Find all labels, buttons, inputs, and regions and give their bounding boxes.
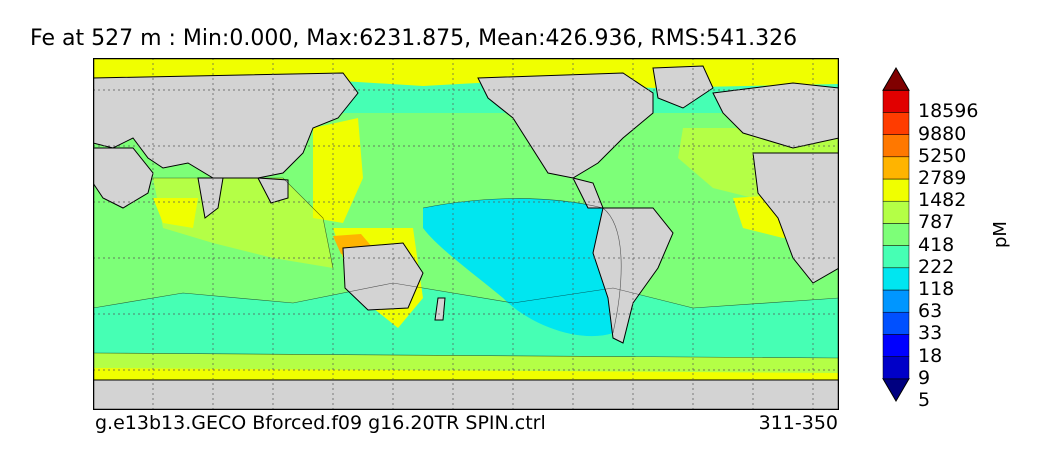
colorbar-unit-label: pM: [990, 221, 1011, 248]
colorbar-segment: [882, 356, 910, 380]
colorbar-tick-label: 787: [918, 211, 955, 234]
colorbar-tick-label: 18: [918, 344, 943, 367]
colorbar-tick-label: 2789: [918, 167, 967, 189]
colorbar-tick-label: 118: [918, 278, 955, 300]
ocean-map: [93, 58, 839, 410]
land-southeast-asia: [257, 177, 289, 204]
land-australia: [342, 242, 424, 311]
land-south-america: [592, 207, 674, 344]
colorbar-segment: [882, 267, 910, 291]
colorbar-tick-label: 18596: [918, 100, 979, 123]
colorbar-tick-label: 5: [918, 389, 931, 411]
colorbar-segment: [882, 178, 910, 202]
land-antarctica: [93, 379, 839, 410]
colorbar-segment: [882, 200, 910, 224]
colorbar-segment: [882, 311, 910, 335]
colorbar-tick-label: 222: [918, 255, 955, 278]
colorbar-tick-label: 9: [918, 366, 931, 389]
lime-region-indian: [153, 178, 333, 268]
land-greenland: [652, 65, 714, 109]
colorbar: [882, 67, 910, 402]
land-west-africa: [752, 152, 839, 284]
colorbar-segment: [882, 134, 910, 158]
colorbar-tick-label: 63: [918, 300, 943, 323]
colorbar-segment: [882, 334, 910, 357]
map-frame: [93, 58, 839, 410]
yellow-arabian: [153, 198, 198, 228]
plot-title: Fe at 527 m : Min:0.000, Max:6231.875, M…: [30, 26, 798, 51]
colorbar-min-arrow: [882, 378, 910, 402]
yellow-west-pacific: [313, 118, 363, 223]
land-north-america: [477, 72, 654, 179]
yellow-antarctic-margin: [93, 368, 839, 380]
colorbar-segment: [882, 112, 910, 135]
land-africa: [93, 147, 154, 209]
colorbar-segment: [882, 89, 910, 113]
colorbar-tick-label: 418: [918, 233, 955, 256]
colorbar-segment: [882, 245, 910, 269]
colorbar-tick-label: 33: [918, 322, 943, 345]
yellow-arctic: [93, 58, 839, 88]
colorbar-max-arrow: [882, 67, 910, 91]
land-europe: [712, 82, 839, 149]
cyan-region: [423, 198, 622, 337]
colorbar-segment: [882, 289, 910, 313]
colorbar-tick-label: 1482: [918, 189, 967, 212]
footer-year-range: 311-350: [758, 412, 838, 434]
footer-run-name: g.e13b13.GECO Bforced.f09 g16.20TR SPIN.…: [95, 412, 546, 434]
colorbar-tick-label: 9880: [918, 122, 967, 145]
land-new-zealand: [434, 297, 446, 321]
colorbar-segment: [882, 223, 910, 246]
colorbar-tick-label: 5250: [918, 144, 967, 167]
colorbar-segment: [882, 156, 910, 180]
